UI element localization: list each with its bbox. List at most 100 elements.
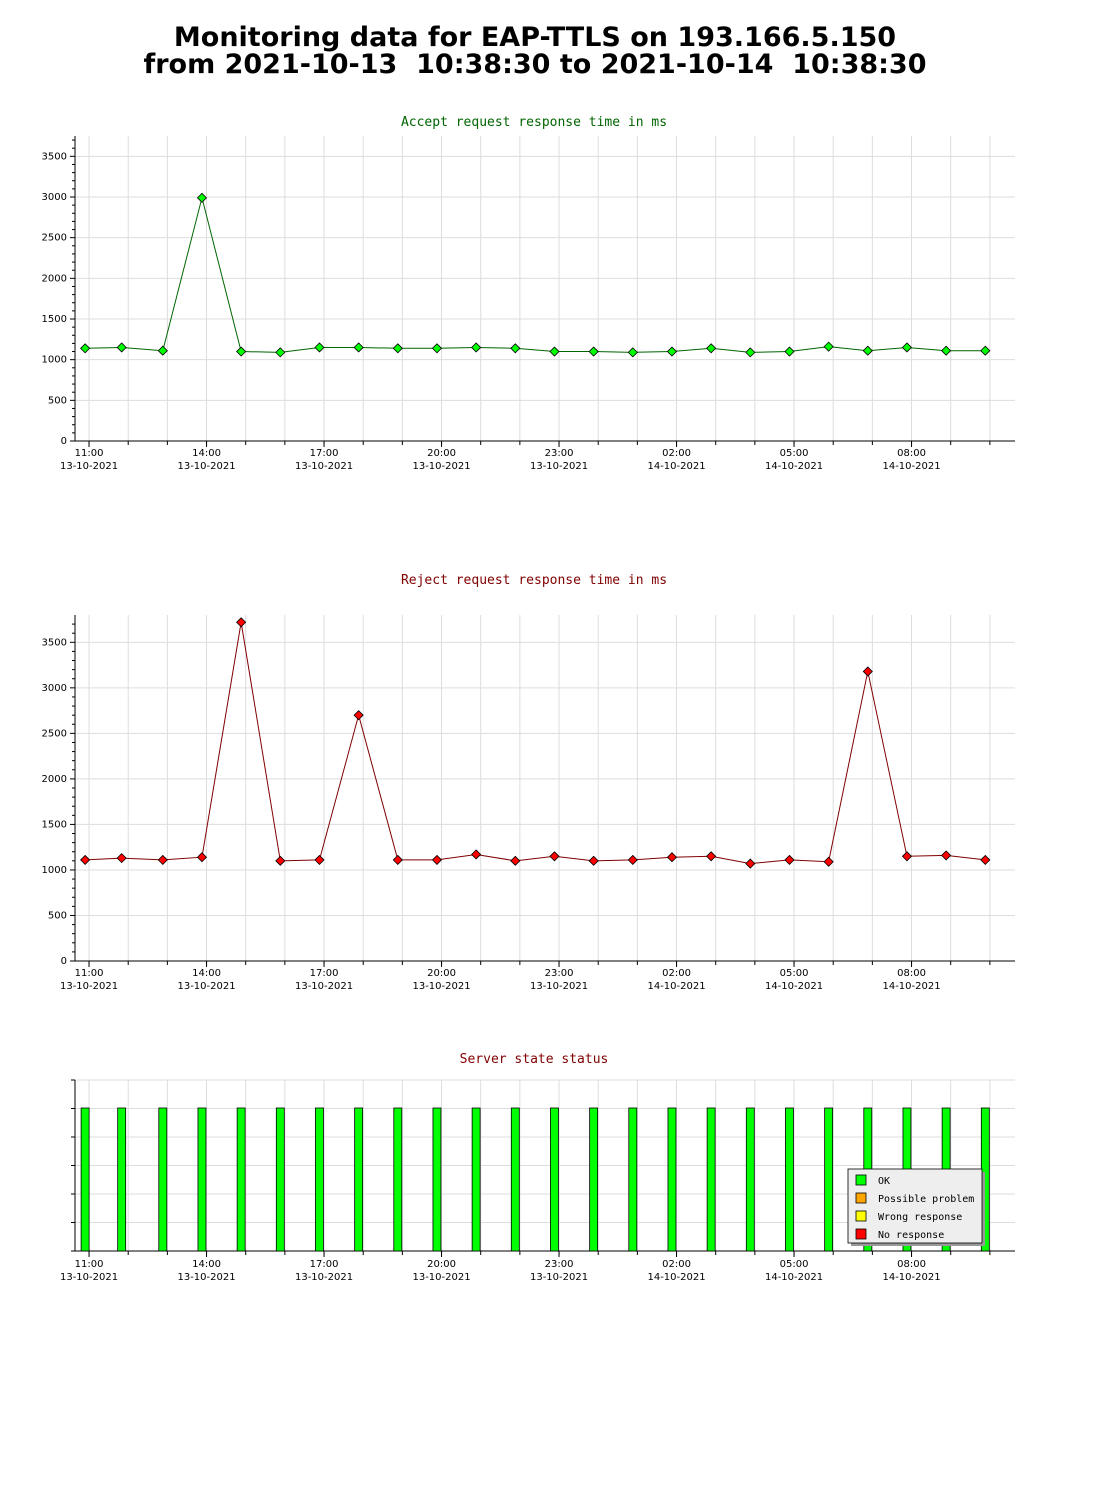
x-tick-time-label: 23:00 [545,1259,574,1270]
data-point [901,851,913,862]
x-tick-time-label: 05:00 [780,1259,809,1270]
x-tick-time-label: 14:00 [192,968,221,979]
data-point [510,855,521,866]
status-bar [667,1107,677,1252]
status-bar [785,1107,794,1252]
x-tick-time-label: 02:00 [662,448,691,459]
status-bar [236,1107,246,1252]
data-point [314,854,325,865]
x-tick-date-label: 13-10-2021 [60,981,118,992]
data-point [549,346,560,357]
y-tick-label: 1000 [42,355,67,366]
data-point [706,851,717,862]
x-tick-date-label: 14-10-2021 [765,1272,823,1283]
data-point [862,345,873,356]
data-point [823,341,834,352]
status-bar [315,1107,324,1252]
status-bar [824,1107,834,1252]
status-bar [158,1107,168,1252]
data-point [745,347,756,358]
x-tick-time-label: 23:00 [545,968,574,979]
y-tick-label: 3500 [42,637,67,648]
y-tick-label: 1000 [42,865,67,876]
x-tick-date-label: 14-10-2021 [647,981,705,992]
data-point [116,853,127,864]
data-point [392,854,403,865]
status-bar [117,1107,127,1252]
chart-title: Accept request response time in ms [401,115,667,130]
x-tick-time-label: 08:00 [897,968,926,979]
data-point [157,854,168,865]
x-tick-time-label: 17:00 [310,1259,339,1270]
data-point [941,345,952,356]
legend-swatch [855,1210,867,1222]
x-tick-time-label: 11:00 [75,968,104,979]
data-point [275,855,286,866]
x-tick-date-label: 14-10-2021 [882,461,940,472]
x-tick-time-label: 08:00 [897,1259,926,1270]
data-point [510,343,521,354]
data-point [157,345,168,356]
data-point [471,342,482,353]
reject-response-chart: Reject request response time in ms 0 500 10… [42,573,1015,992]
y-tick-label: 1500 [42,819,67,830]
x-tick-date-label: 14-10-2021 [765,981,823,992]
data-point [116,342,127,353]
data-point [941,850,952,861]
data-point [666,852,678,863]
grid [70,615,1015,965]
x-tick-date-label: 13-10-2021 [530,1272,588,1283]
y-tick-label: 3000 [42,192,67,203]
data-point [80,854,91,865]
legend-label: Possible problem [878,1194,974,1205]
x-tick-date-label: 13-10-2021 [412,461,470,472]
data-point [745,858,756,869]
grid [70,136,1015,445]
x-tick-time-label: 14:00 [192,448,221,459]
y-tick-label: 1500 [42,314,67,325]
server-status-chart: Server state status OK Possible problem Wro… [60,1052,1015,1283]
status-bar [393,1107,403,1252]
status-bar [471,1107,481,1252]
legend-swatch [855,1174,867,1186]
legend-label: Wrong response [878,1212,962,1223]
data-point [353,342,364,353]
data-point [392,343,403,354]
status-bar [275,1107,285,1252]
data-point [980,854,991,865]
data-point [980,345,991,356]
data-point [236,617,247,628]
page-title-line2: from 2021-10-13 10:38:30 to 2021-10-14 1… [143,49,927,80]
x-tick-time-label: 11:00 [75,448,104,459]
x-tick-date-label: 14-10-2021 [647,1272,705,1283]
status-bar [432,1107,442,1252]
status-bar [550,1107,559,1252]
x-tick-time-label: 05:00 [780,968,809,979]
x-tick-date-label: 13-10-2021 [177,981,235,992]
data-point [275,347,286,358]
x-tick-time-label: 11:00 [75,1259,104,1270]
data-point [627,854,638,865]
data-point [823,856,834,867]
y-tick-label: 2500 [42,233,67,244]
page-title-line1: Monitoring data for EAP-TTLS on 193.166.… [173,22,897,53]
x-tick-date-label: 13-10-2021 [60,461,118,472]
accept-response-chart: Accept request response time in ms 0 500 10… [42,115,1015,472]
x-tick-time-label: 17:00 [310,968,339,979]
x-tick-time-label: 20:00 [427,968,456,979]
y-tick-label: 500 [48,910,67,921]
x-tick-date-label: 14-10-2021 [765,461,823,472]
x-tick-time-label: 23:00 [545,448,574,459]
x-tick-date-label: 13-10-2021 [530,461,588,472]
status-bar [510,1107,520,1252]
series-line [85,622,986,865]
data-point [627,347,638,358]
data-point [80,343,91,354]
y-tick-label: 500 [48,395,67,406]
x-tick-time-label: 02:00 [662,1259,691,1270]
status-bar [706,1107,716,1252]
legend-label: OK [878,1176,890,1187]
data-point [862,666,873,677]
data-point [236,346,247,357]
legend-box [847,1168,983,1244]
